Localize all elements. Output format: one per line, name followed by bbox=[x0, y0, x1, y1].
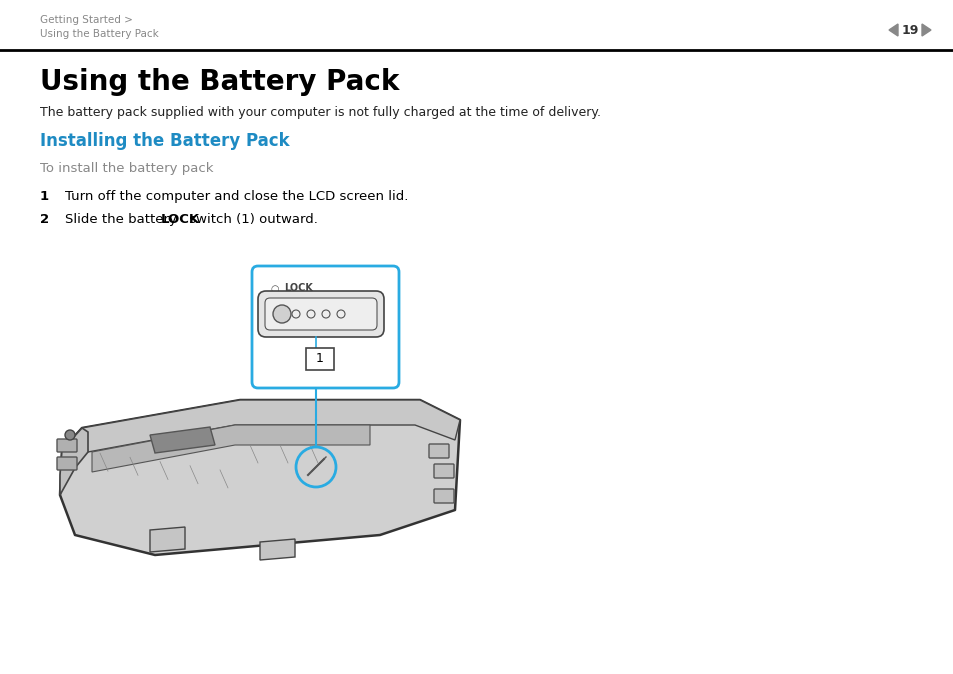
Text: Using the Battery Pack: Using the Battery Pack bbox=[40, 29, 158, 39]
Text: LOCK: LOCK bbox=[284, 283, 313, 293]
Polygon shape bbox=[150, 427, 214, 453]
Polygon shape bbox=[60, 428, 88, 495]
Polygon shape bbox=[91, 425, 370, 472]
FancyBboxPatch shape bbox=[434, 489, 454, 503]
Text: The battery pack supplied with your computer is not fully charged at the time of: The battery pack supplied with your comp… bbox=[40, 106, 600, 119]
Polygon shape bbox=[888, 24, 897, 36]
Text: Slide the battery: Slide the battery bbox=[65, 213, 181, 226]
FancyBboxPatch shape bbox=[257, 291, 384, 337]
Text: Turn off the computer and close the LCD screen lid.: Turn off the computer and close the LCD … bbox=[65, 190, 408, 203]
Text: switch (1) outward.: switch (1) outward. bbox=[185, 213, 317, 226]
Text: ○: ○ bbox=[271, 284, 279, 294]
Text: To install the battery pack: To install the battery pack bbox=[40, 162, 213, 175]
Polygon shape bbox=[921, 24, 930, 36]
Polygon shape bbox=[150, 527, 185, 552]
Text: Installing the Battery Pack: Installing the Battery Pack bbox=[40, 132, 290, 150]
Polygon shape bbox=[82, 400, 459, 452]
Text: Using the Battery Pack: Using the Battery Pack bbox=[40, 68, 399, 96]
Text: 2: 2 bbox=[40, 213, 49, 226]
Text: 1: 1 bbox=[40, 190, 49, 203]
Text: Getting Started >: Getting Started > bbox=[40, 15, 132, 25]
Polygon shape bbox=[60, 400, 459, 555]
FancyBboxPatch shape bbox=[429, 444, 449, 458]
Circle shape bbox=[65, 430, 75, 440]
Text: 1: 1 bbox=[315, 353, 324, 365]
Circle shape bbox=[273, 305, 291, 323]
FancyBboxPatch shape bbox=[265, 298, 376, 330]
Polygon shape bbox=[260, 539, 294, 560]
FancyBboxPatch shape bbox=[306, 348, 334, 370]
Text: LOCK: LOCK bbox=[160, 213, 199, 226]
FancyBboxPatch shape bbox=[57, 457, 77, 470]
FancyBboxPatch shape bbox=[252, 266, 398, 388]
Text: 19: 19 bbox=[901, 24, 918, 36]
FancyBboxPatch shape bbox=[434, 464, 454, 478]
FancyBboxPatch shape bbox=[57, 439, 77, 452]
